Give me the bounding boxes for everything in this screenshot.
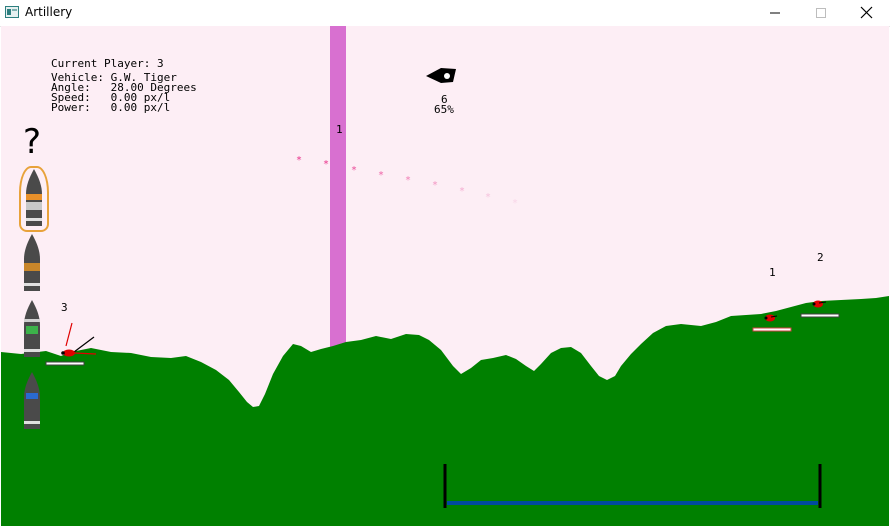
- barrier-label: 1: [336, 123, 343, 136]
- barrier-wall: [330, 26, 346, 356]
- ammo-shell-blue[interactable]: [19, 371, 45, 433]
- hud-speed: Speed: 0.00 px/l: [51, 91, 171, 104]
- minimize-icon: [770, 12, 780, 14]
- svg-text:*: *: [512, 198, 518, 209]
- svg-text:*: *: [323, 159, 329, 170]
- app-window-icon: [5, 6, 19, 18]
- minimize-button[interactable]: [752, 0, 798, 26]
- tank-player-1[interactable]: [764, 314, 778, 322]
- maximize-icon: [816, 8, 826, 18]
- shell-blue-icon: [24, 372, 40, 429]
- game-canvas[interactable]: * * * * * * * * *: [1, 26, 889, 526]
- health-bar-player-1: [752, 327, 792, 332]
- svg-text:*: *: [432, 180, 438, 191]
- svg-text:*: *: [378, 170, 384, 181]
- svg-text:*: *: [485, 192, 491, 203]
- power-meter: [443, 464, 822, 508]
- hud-current-player: Current Player: 3: [51, 57, 164, 70]
- health-bar-player-2: [800, 313, 840, 318]
- hud-power: Power: 0.00 px/l: [51, 101, 171, 114]
- ammo-shell-bronze[interactable]: [19, 233, 45, 295]
- wind-percent: 65%: [434, 103, 454, 116]
- hud-vehicle: Vehicle: G.W. Tiger: [51, 71, 177, 84]
- game-scene: * * * * * * * * *: [1, 26, 889, 526]
- wind-arrow-icon: [426, 68, 456, 83]
- svg-text:*: *: [296, 155, 302, 166]
- window-title: Artillery: [25, 5, 73, 19]
- help-button[interactable]: ?: [23, 122, 42, 162]
- svg-text:*: *: [351, 165, 357, 176]
- shell-bronze-icon: [24, 234, 40, 291]
- player-label-3: 3: [61, 301, 68, 314]
- player-label-1: 1: [769, 266, 776, 279]
- projectile-trail: * * * * * * * * *: [296, 155, 518, 209]
- maximize-button[interactable]: [798, 0, 844, 26]
- tank-player-2[interactable]: [812, 300, 827, 308]
- svg-text:*: *: [459, 186, 465, 197]
- hud-angle: Angle: 28.00 Degrees: [51, 81, 197, 94]
- svg-text:*: *: [405, 175, 411, 186]
- terrain-ground: [1, 296, 889, 526]
- shell-orange-icon: [26, 169, 42, 226]
- ammo-shell-green[interactable]: [19, 299, 45, 361]
- player-label-2: 2: [817, 251, 824, 264]
- tank-player-3[interactable]: [61, 322, 97, 357]
- close-button[interactable]: [844, 0, 890, 26]
- title-bar: Artillery: [0, 0, 890, 27]
- close-icon: [860, 6, 873, 19]
- wind-value: 6: [441, 93, 448, 106]
- health-bar-player-3: [45, 361, 85, 366]
- shell-green-icon: [24, 300, 40, 357]
- ammo-shell-orange[interactable]: [19, 166, 49, 232]
